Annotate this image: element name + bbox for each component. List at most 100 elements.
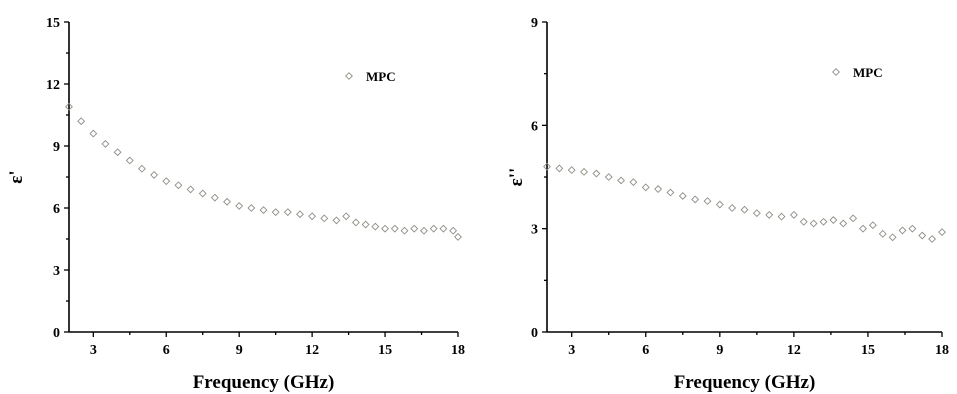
data-point <box>371 222 380 231</box>
data-point <box>878 229 887 238</box>
y-tick-label: 3 <box>53 264 60 279</box>
y-tick-label: 0 <box>531 326 538 341</box>
data-point <box>678 192 687 200</box>
data-point <box>829 216 838 224</box>
y-tick-label: 15 <box>46 16 60 31</box>
data-point <box>938 228 946 237</box>
data-point <box>89 129 98 138</box>
data-point <box>740 205 749 214</box>
y-tick-label: 12 <box>46 78 60 93</box>
data-point <box>918 231 927 240</box>
data-point <box>777 212 786 221</box>
y-tick-label: 0 <box>53 326 60 341</box>
data-point <box>454 232 462 241</box>
data-point <box>629 178 638 187</box>
data-point <box>247 204 256 212</box>
x-tick-label: 9 <box>716 343 723 358</box>
data-point <box>101 139 110 148</box>
data-point <box>555 164 564 173</box>
data-point <box>604 173 613 181</box>
data-point <box>381 224 389 233</box>
data-point <box>439 224 448 233</box>
data-point <box>420 226 428 235</box>
data-point <box>320 214 329 223</box>
data-point <box>908 224 917 233</box>
data-point <box>543 162 551 171</box>
data-point <box>888 233 897 242</box>
data-point <box>898 226 907 235</box>
y-tick-label: 6 <box>531 119 538 134</box>
data-point <box>666 188 675 197</box>
data-point <box>332 216 341 225</box>
data-point <box>410 224 419 233</box>
data-point <box>765 210 774 219</box>
y-tick-label: 9 <box>53 140 60 155</box>
data-point <box>641 183 650 192</box>
data-point <box>150 170 159 179</box>
legend-marker <box>832 68 840 76</box>
y-axis-title: ε'' <box>506 168 527 187</box>
data-point <box>125 156 134 165</box>
data-point <box>592 169 601 178</box>
data-point <box>113 148 122 157</box>
data-point <box>351 218 360 227</box>
data-point <box>390 224 399 233</box>
data-point <box>654 185 663 193</box>
data-point <box>449 226 458 235</box>
legend-marker <box>345 72 353 80</box>
data-point <box>198 189 207 198</box>
data-point <box>819 217 828 226</box>
data-point <box>928 235 937 243</box>
x-tick-label: 6 <box>642 343 649 358</box>
data-point <box>361 220 370 229</box>
data-point <box>174 181 183 190</box>
data-point <box>728 204 737 212</box>
data-point <box>799 217 808 226</box>
data-point <box>235 201 244 210</box>
data-point <box>283 208 292 217</box>
data-point <box>162 177 171 186</box>
data-point <box>703 197 712 206</box>
y-axis-title: ε' <box>6 170 27 183</box>
data-point <box>259 206 268 215</box>
data-point <box>400 226 409 235</box>
data-point <box>691 195 700 204</box>
data-point <box>849 214 858 223</box>
y-tick-label: 6 <box>53 202 60 217</box>
x-tick-label: 18 <box>935 343 949 358</box>
x-axis-title: Frequency (GHz) <box>674 372 816 393</box>
data-point <box>809 219 818 228</box>
legend-label: MPC <box>366 69 396 84</box>
data-point <box>296 210 304 219</box>
data-point <box>868 221 877 230</box>
data-point <box>77 117 86 126</box>
data-point <box>223 197 231 206</box>
data-point <box>186 185 195 194</box>
permittivity-imaginary-chart: 0 3 6 9 3 6 9 12 15 18 Frequency (GHz) ε'' MPC <box>506 16 949 393</box>
data-point <box>789 210 798 219</box>
data-point <box>138 164 146 173</box>
data-point <box>308 212 317 221</box>
data-point <box>65 102 73 111</box>
data-point <box>859 224 867 233</box>
data-point <box>567 166 576 175</box>
data-point <box>617 176 625 185</box>
x-tick-label: 15 <box>378 343 392 358</box>
data-point <box>342 212 351 221</box>
data-point <box>580 167 588 176</box>
x-tick-label: 18 <box>451 343 465 358</box>
data-point <box>752 209 761 218</box>
x-tick-label: 9 <box>236 343 243 358</box>
x-tick-label: 15 <box>861 343 875 358</box>
x-axis-title: Frequency (GHz) <box>193 372 335 393</box>
x-tick-label: 12 <box>787 343 801 358</box>
x-tick-label: 3 <box>568 343 575 358</box>
data-point <box>271 208 280 217</box>
permittivity-real-chart: 0 3 6 9 12 15 3 6 9 12 15 18 Frequency (GHz) ε' MPC <box>6 16 465 393</box>
legend-label: MPC <box>853 65 883 80</box>
data-point <box>429 224 438 233</box>
y-tick-label: 9 <box>531 16 538 31</box>
data-point <box>715 200 724 209</box>
data-point <box>210 193 219 202</box>
